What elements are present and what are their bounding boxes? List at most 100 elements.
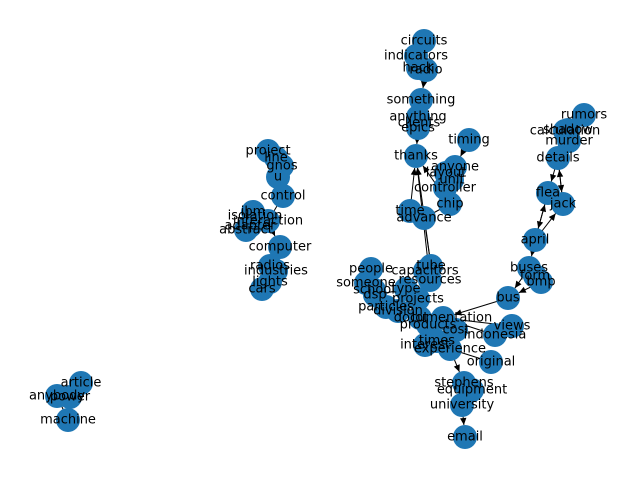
node-epics — [406, 116, 430, 140]
node-label-anything: anything — [389, 110, 446, 125]
edge-arrowhead-time-thanks — [410, 167, 418, 176]
node-label-project: project — [245, 144, 290, 159]
node-label-radio: radio — [409, 63, 442, 78]
node-label-resources: resources — [398, 273, 461, 288]
node-original — [479, 350, 503, 374]
node-label-time: time — [395, 204, 424, 219]
node-bus — [496, 286, 520, 310]
node-label-interest: interest — [400, 338, 450, 353]
node-label-bus: bus — [496, 291, 519, 306]
node-label-division: division — [373, 304, 423, 319]
node-label-school: school — [353, 283, 395, 298]
node-label-anyone: anyone — [431, 160, 479, 175]
node-university — [450, 393, 474, 417]
node-label-article: article — [61, 376, 102, 391]
node-resources — [418, 268, 442, 292]
node-label-april: april — [521, 233, 550, 248]
node-label-line: line — [264, 151, 287, 166]
node-chip — [438, 192, 462, 216]
node-label-views: views — [494, 319, 531, 334]
edge-arrowhead-jack-details — [556, 169, 564, 178]
node-label-chip: chip — [436, 197, 463, 212]
node-label-unit: unit — [439, 173, 464, 188]
node-label-circuits: circuits — [401, 34, 448, 49]
node-label-someone: someone — [336, 276, 396, 291]
node-label-dsp: dsp — [363, 288, 386, 303]
node-label-capacitors: capacitors — [391, 264, 458, 279]
node-timing — [457, 128, 481, 152]
edge-arrowhead-experience-stephens — [453, 364, 460, 372]
node-label-indicators: indicators — [384, 49, 448, 64]
node-experience — [438, 337, 462, 361]
node-label-something: something — [387, 93, 456, 108]
node-murder — [557, 129, 581, 153]
node-projects — [406, 287, 430, 311]
node-label-advance: advance — [396, 211, 451, 226]
node-computer — [268, 235, 292, 259]
edge-arrowhead-radio-something — [420, 80, 428, 89]
node-abstract — [234, 218, 258, 242]
node-advance — [412, 206, 436, 230]
node-label-ibm: ibm — [241, 205, 266, 220]
node-label-interaction: interaction — [233, 214, 303, 229]
node-label-stephens: stephens — [434, 376, 494, 391]
node-label-epics: epics — [401, 121, 435, 136]
node-label-cars: cars — [248, 282, 275, 297]
edge-arrowhead-chip-thanks — [422, 165, 430, 174]
node-label-projects: projects — [392, 292, 444, 307]
node-label-calculation: calculation — [530, 124, 601, 139]
edge-arrowhead-university-email — [460, 417, 467, 426]
node-label-lights: lights — [252, 275, 288, 290]
nodes-layer — [45, 29, 596, 449]
edge-arrowhead-details-flea — [550, 173, 557, 182]
node-label-gnos: gnos — [266, 159, 297, 174]
node-label-hack: hack — [403, 61, 434, 76]
node-label-times: times — [419, 334, 455, 349]
node-label-documentation: documentation — [394, 311, 492, 326]
node-april — [523, 228, 547, 252]
node-label-flea: flea — [536, 186, 560, 201]
node-label-university: university — [430, 398, 495, 413]
node-interest — [413, 333, 437, 357]
node-label-radios: radios — [250, 259, 290, 274]
node-label-lot: lot — [412, 311, 429, 326]
node-label-jack: jack — [549, 197, 577, 212]
node-label-bmp: bmp — [526, 275, 555, 290]
node-control — [271, 184, 295, 208]
node-thanks — [404, 144, 428, 168]
node-label-products: products — [400, 318, 457, 333]
node-label-controller: controller — [414, 181, 477, 196]
edge-arrowhead-timing-anyone — [460, 148, 467, 157]
node-cars — [250, 277, 274, 301]
edge-arrowhead-resources-thanks — [414, 167, 422, 176]
node-radio — [414, 58, 438, 82]
node-jack — [551, 192, 575, 216]
node-label-equipment: equipment — [437, 383, 507, 398]
node-label-original: original — [467, 355, 516, 370]
node-label-experience: experience — [414, 342, 486, 357]
node-interaction — [256, 209, 280, 233]
node-label-thanks: thanks — [394, 149, 438, 164]
edge-arrowhead-april-flea — [539, 204, 547, 213]
edge-arrowhead-april-jack — [548, 213, 556, 221]
node-label-industries: industries — [244, 264, 308, 279]
node-label-power: power — [50, 390, 91, 405]
node-bmp — [529, 270, 553, 294]
node-label-tube: tube — [416, 259, 446, 274]
node-label-cost: cost — [443, 323, 470, 338]
node-label-type: type — [391, 282, 420, 297]
node-label-layout: layout — [426, 166, 467, 181]
node-label-u: u — [274, 170, 282, 185]
node-power — [58, 385, 82, 409]
node-label-clients: clients — [398, 116, 441, 131]
node-label-form: form — [520, 269, 550, 284]
edge-arrowhead-buses-bus — [514, 280, 522, 289]
node-label-murder: murder — [545, 134, 593, 149]
node-details — [546, 146, 570, 170]
node-u — [266, 165, 290, 189]
node-label-control: control — [260, 189, 305, 204]
node-label-abstract: abstract — [219, 223, 273, 238]
node-email — [453, 425, 477, 449]
